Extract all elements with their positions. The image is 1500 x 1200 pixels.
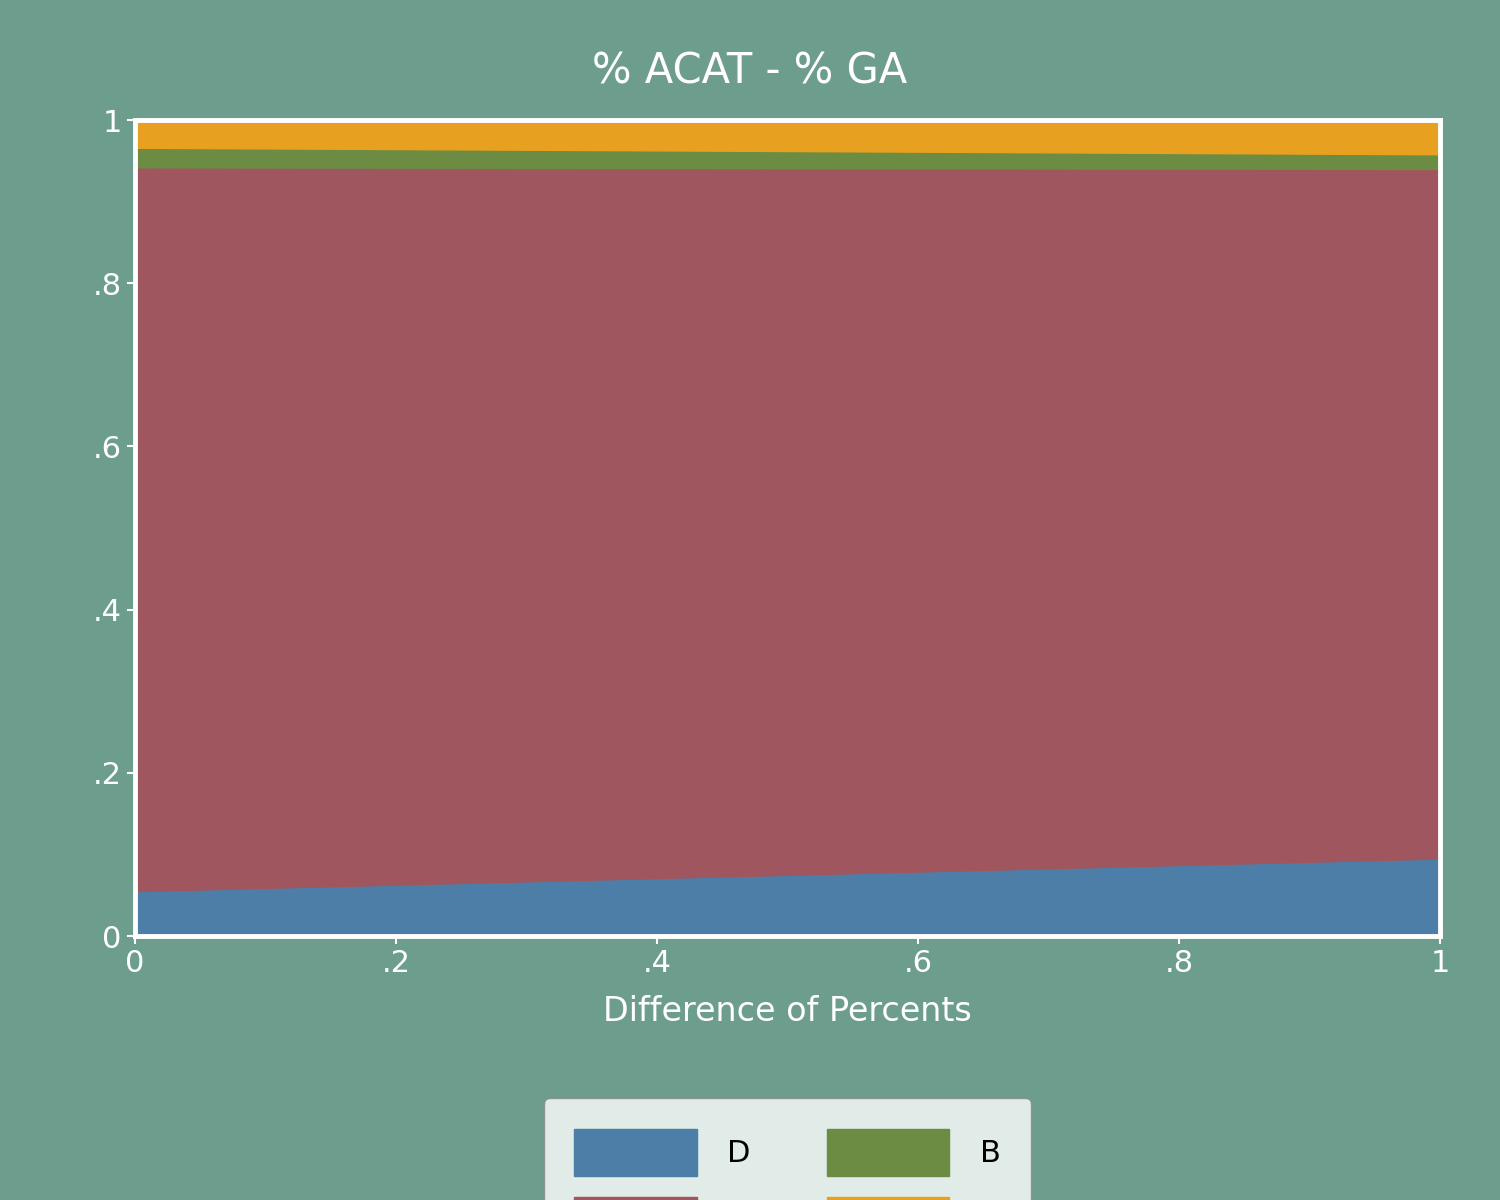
Text: % ACAT - % GA: % ACAT - % GA <box>592 50 908 92</box>
Legend: D, C, B, A: D, C, B, A <box>544 1098 1030 1200</box>
X-axis label: Difference of Percents: Difference of Percents <box>603 995 972 1028</box>
